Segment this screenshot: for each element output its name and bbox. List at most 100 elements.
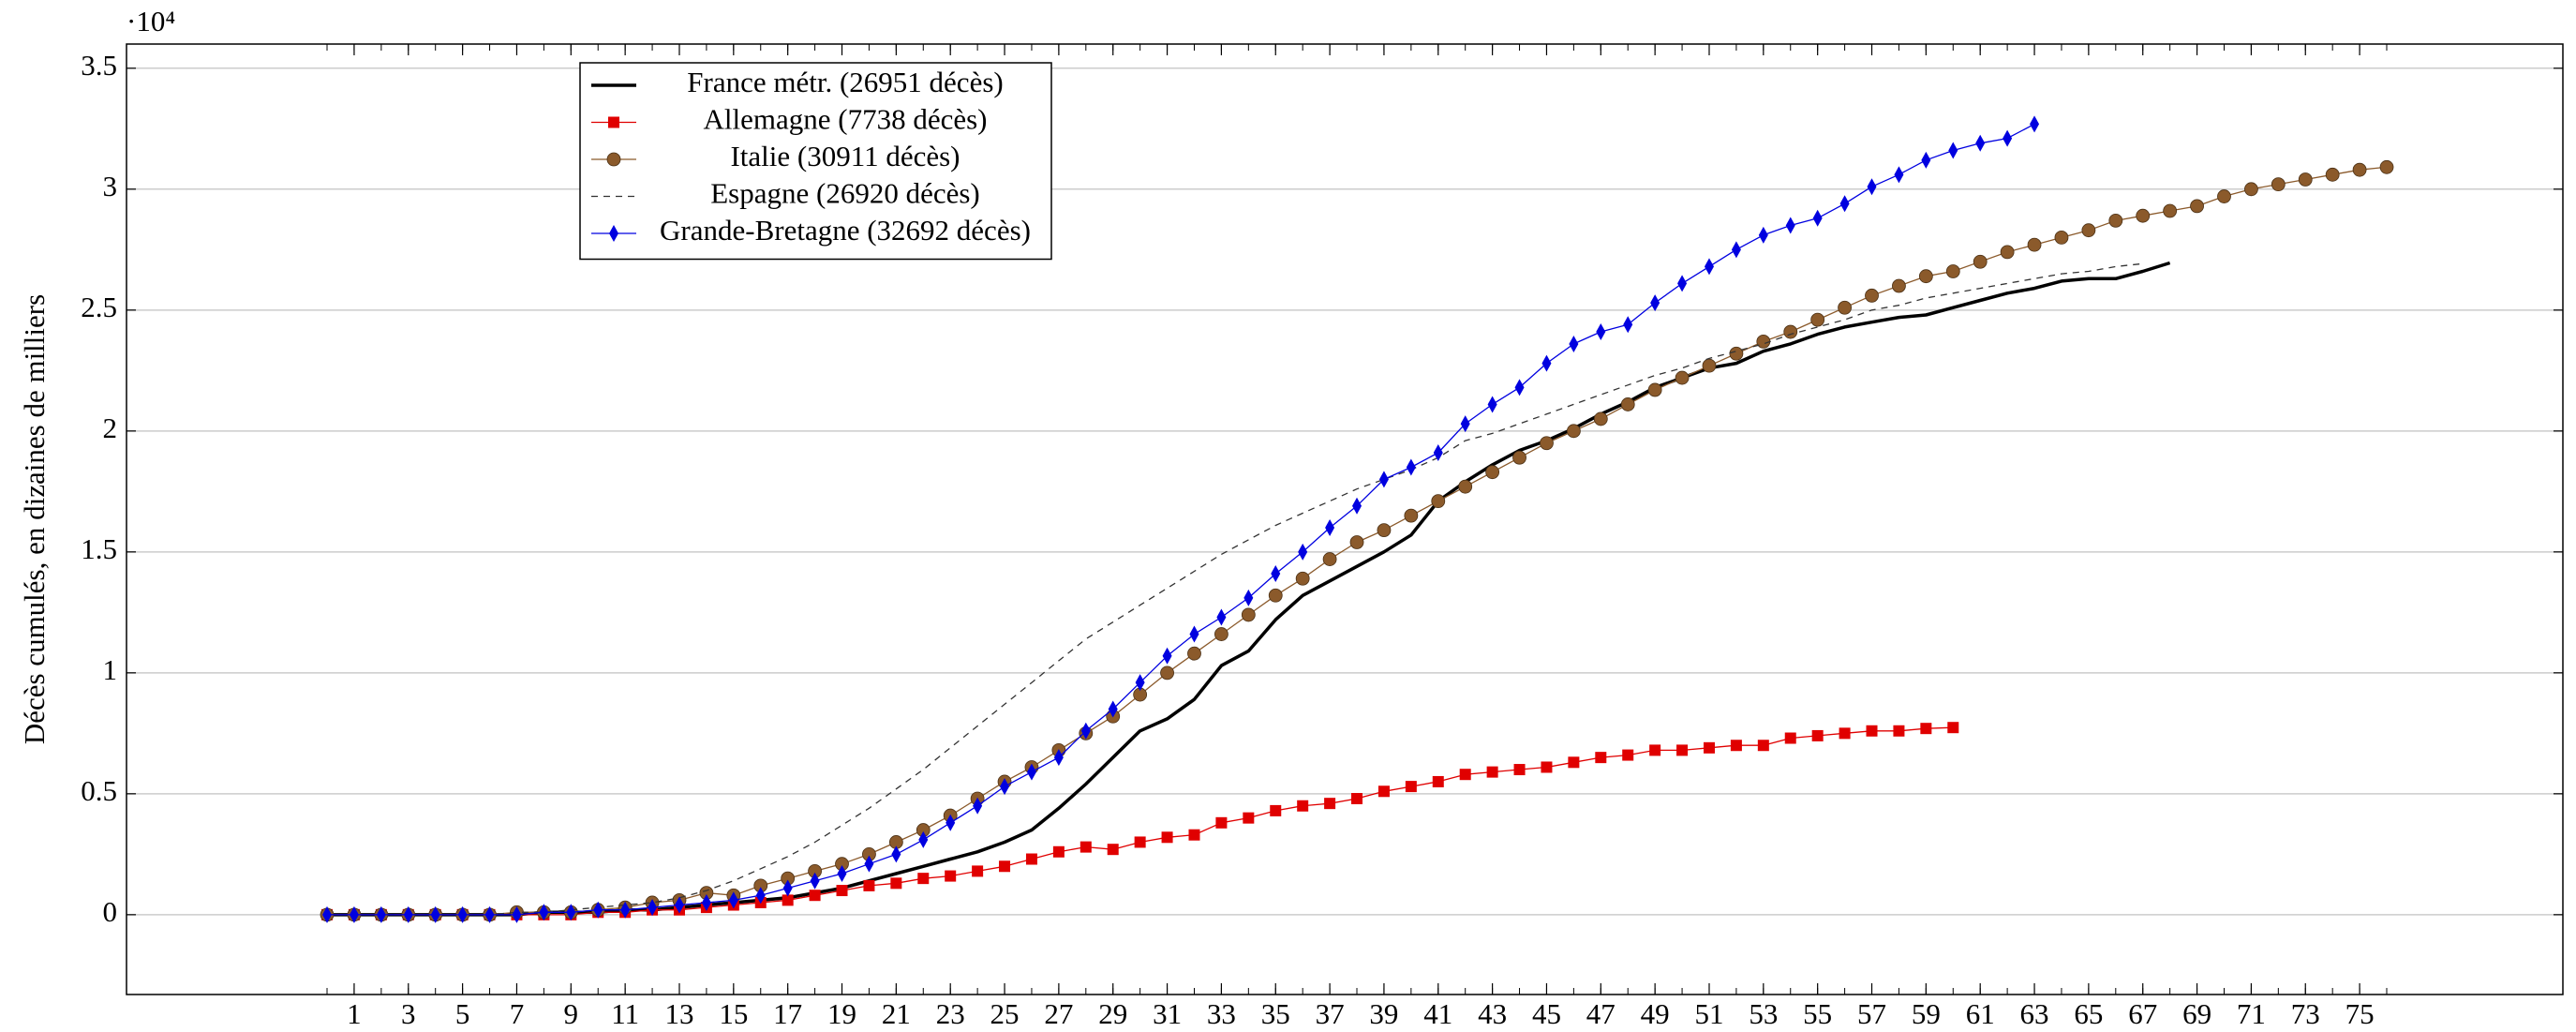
- marker-square: [1622, 749, 1634, 761]
- x-tick-label: 39: [1369, 997, 1398, 1030]
- marker-circle: [1322, 552, 1337, 566]
- x-tick-label: 19: [827, 997, 856, 1030]
- x-tick-label: 31: [1153, 997, 1182, 1030]
- marker-square: [1513, 764, 1526, 776]
- marker-square: [863, 879, 875, 891]
- marker-circle: [1377, 523, 1392, 538]
- marker-diamond: [1731, 241, 1741, 259]
- marker-diamond: [1460, 415, 1470, 433]
- marker-diamond: [1948, 142, 1958, 159]
- marker-circle: [1458, 479, 1473, 494]
- x-tick-label: 37: [1316, 997, 1345, 1030]
- marker-diamond: [1812, 209, 1823, 227]
- x-tick-label: 65: [2074, 997, 2103, 1030]
- marker-diamond: [1650, 294, 1660, 312]
- marker-circle: [1783, 324, 1798, 339]
- marker-diamond: [566, 904, 576, 921]
- marker-diamond: [1975, 134, 1986, 152]
- y-axis-label: Décès cumulés, en dizaines de milliers: [18, 294, 51, 744]
- marker-circle: [2244, 182, 2258, 197]
- x-tick-label: 45: [1532, 997, 1561, 1030]
- marker-circle: [1865, 288, 1879, 303]
- marker-diamond: [1243, 589, 1254, 606]
- marker-square: [1784, 732, 1796, 744]
- x-tick-label: 63: [2020, 997, 2049, 1030]
- x-tick-label: 69: [2182, 997, 2211, 1030]
- marker-square: [782, 894, 794, 906]
- marker-square: [1459, 769, 1471, 781]
- marker-circle: [1404, 508, 1419, 523]
- marker-diamond: [837, 864, 847, 882]
- marker-square: [1243, 812, 1255, 824]
- marker-square: [1324, 798, 1336, 810]
- marker-square: [1297, 800, 1309, 812]
- y-scale-label: ·10⁴: [127, 5, 175, 37]
- marker-circle: [1268, 588, 1283, 603]
- series-line: [327, 123, 2035, 916]
- marker-diamond: [1867, 178, 1877, 196]
- x-tick-label: 73: [2291, 997, 2320, 1030]
- marker-diamond: [891, 845, 901, 863]
- marker-square: [809, 890, 821, 902]
- marker-diamond: [1758, 226, 1768, 244]
- marker-square: [1676, 744, 1689, 756]
- marker-diamond: [609, 225, 618, 242]
- marker-circle: [1892, 278, 1906, 293]
- marker-square: [1080, 841, 1092, 853]
- marker-square: [1107, 844, 1119, 856]
- y-tick-label: 1: [103, 653, 118, 686]
- marker-square: [1486, 766, 1498, 778]
- marker-circle: [1187, 646, 1201, 661]
- marker-diamond: [782, 879, 793, 897]
- marker-circle: [2352, 162, 2367, 177]
- marker-diamond: [376, 905, 386, 923]
- marker-square: [890, 877, 902, 890]
- x-tick-label: 75: [2345, 997, 2375, 1030]
- x-tick-label: 33: [1207, 997, 1236, 1030]
- legend-label: France métr. (26951 décès): [687, 66, 1003, 98]
- marker-square: [1893, 725, 1905, 737]
- plot-frame: [126, 43, 2564, 995]
- marker-diamond: [918, 830, 929, 848]
- marker-diamond: [1514, 379, 1525, 396]
- x-tick-label: 21: [882, 997, 911, 1030]
- x-tick-label: 43: [1478, 997, 1507, 1030]
- marker-circle: [1973, 254, 1988, 269]
- marker-circle: [606, 152, 621, 167]
- y-tick-label: 3.5: [81, 49, 117, 82]
- marker-diamond: [1433, 444, 1443, 462]
- x-tick-label: 7: [510, 997, 525, 1030]
- marker-diamond: [674, 896, 684, 914]
- marker-square: [1215, 816, 1228, 829]
- y-tick-label: 3: [103, 170, 118, 202]
- y-tick-label: 0: [103, 895, 118, 928]
- marker-circle: [1349, 535, 1364, 549]
- marker-diamond: [648, 899, 658, 917]
- marker-circle: [2298, 172, 2313, 187]
- marker-circle: [1241, 607, 1256, 622]
- series-line: [327, 726, 1954, 916]
- marker-circle: [2000, 245, 2015, 260]
- marker-diamond: [1569, 335, 1579, 352]
- marker-diamond: [1378, 471, 1389, 488]
- marker-circle: [1838, 300, 1852, 315]
- marker-diamond: [1298, 543, 1308, 561]
- marker-square: [999, 860, 1011, 873]
- y-tick-label: 0.5: [81, 774, 117, 807]
- marker-square: [1351, 793, 1363, 805]
- marker-square: [1649, 744, 1661, 756]
- x-tick-label: 41: [1423, 997, 1452, 1030]
- marker-diamond: [1921, 151, 1931, 169]
- marker-diamond: [1053, 749, 1064, 767]
- marker-square: [1377, 785, 1390, 798]
- marker-diamond: [1894, 166, 1904, 184]
- x-tick-label: 47: [1586, 997, 1616, 1030]
- marker-diamond: [1487, 396, 1497, 413]
- marker-circle: [2325, 167, 2340, 182]
- marker-square: [1595, 752, 1607, 764]
- marker-square: [1270, 804, 1282, 816]
- series-line: [327, 261, 2171, 917]
- marker-diamond: [1189, 625, 1199, 643]
- marker-diamond: [1839, 195, 1850, 213]
- marker-circle: [2217, 189, 2231, 203]
